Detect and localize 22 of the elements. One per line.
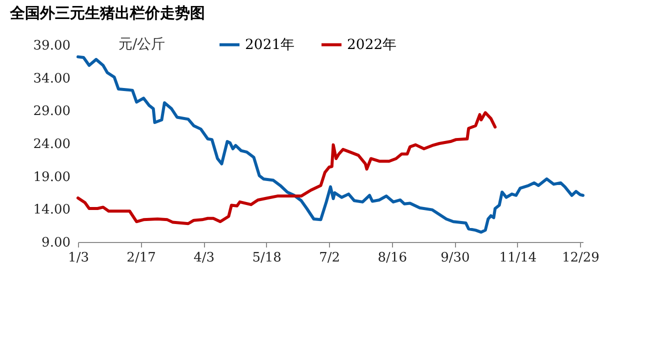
- x-tick-label: 12/29: [562, 250, 600, 266]
- x-tick-label: 7/2: [319, 250, 340, 266]
- x-tick-label: 5/18: [252, 250, 282, 266]
- y-tick-label: 14.00: [33, 202, 70, 218]
- x-tick-label: 4/3: [194, 250, 215, 266]
- y-tick-label: 9.00: [42, 236, 70, 250]
- y-tick-label: 39.00: [33, 38, 70, 54]
- legend-label: 2022年: [347, 36, 397, 53]
- x-tick-label: 2/17: [126, 250, 156, 266]
- y-axis-title: 元/公斤: [118, 36, 166, 52]
- y-tick-label: 29.00: [33, 104, 70, 120]
- x-tick-label: 9/30: [440, 250, 470, 266]
- line-series: [76, 55, 584, 234]
- x-tick-label: 8/16: [378, 250, 407, 266]
- y-tick-label: 34.00: [33, 71, 70, 86]
- chart-title: 全国外三元生猪出栏价走势图: [9, 4, 205, 22]
- legend-label: 2021年: [245, 36, 295, 53]
- line-series: [76, 111, 497, 226]
- x-tick-label: 11/14: [499, 250, 537, 266]
- y-tick-label: 24.00: [33, 137, 70, 152]
- y-tick-label: 19.00: [33, 170, 70, 185]
- x-tick-label: 1/3: [68, 250, 89, 266]
